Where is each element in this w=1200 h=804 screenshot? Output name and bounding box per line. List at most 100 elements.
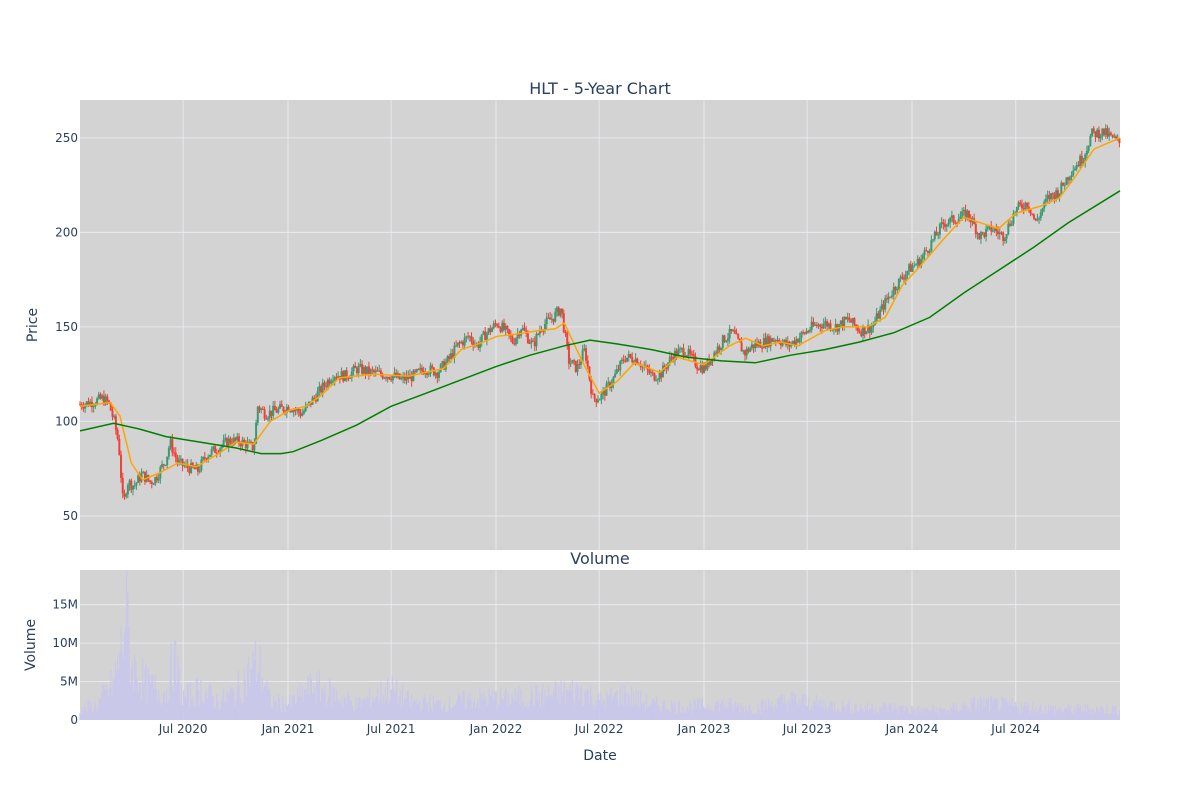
candle-body bbox=[352, 365, 355, 372]
candle-body bbox=[675, 350, 678, 357]
volume-bar bbox=[944, 708, 946, 720]
volume-bar bbox=[233, 689, 235, 720]
candle-body bbox=[704, 365, 707, 370]
volume-bar bbox=[89, 708, 91, 720]
candle-body bbox=[579, 361, 582, 365]
candle-body bbox=[196, 464, 199, 472]
candle-body bbox=[696, 366, 699, 370]
volume-bar bbox=[496, 709, 498, 720]
volume-bar bbox=[1080, 705, 1082, 720]
volume-bar bbox=[405, 698, 407, 720]
candle-body bbox=[617, 369, 620, 371]
volume-bar bbox=[570, 690, 572, 720]
candle-body bbox=[983, 232, 986, 237]
candle-body bbox=[993, 228, 996, 231]
candle-body bbox=[761, 347, 764, 349]
candle-body bbox=[990, 225, 993, 232]
volume-bar bbox=[183, 690, 185, 720]
candle-body bbox=[793, 340, 796, 345]
volume-bar bbox=[413, 699, 415, 720]
volume-bar bbox=[607, 694, 609, 720]
volume-bar bbox=[894, 702, 896, 720]
volume-bar bbox=[735, 707, 738, 720]
volume-bar bbox=[677, 701, 679, 720]
candle-body bbox=[598, 399, 601, 401]
candle-body bbox=[1012, 213, 1015, 224]
volume-bar bbox=[841, 699, 844, 720]
volume-bar bbox=[1082, 709, 1084, 720]
volume-bar bbox=[497, 703, 499, 720]
candle-body bbox=[595, 398, 598, 403]
candle-body bbox=[554, 311, 557, 322]
candle-body bbox=[957, 219, 960, 224]
volume-bar bbox=[788, 699, 790, 720]
candle-body bbox=[897, 278, 900, 289]
volume-bar bbox=[676, 713, 678, 720]
volume-bar bbox=[253, 659, 255, 720]
volume-bar bbox=[1019, 713, 1021, 720]
volume-bar bbox=[442, 706, 445, 720]
volume-bar bbox=[854, 704, 856, 720]
volume-bar bbox=[150, 683, 152, 720]
volume-bar bbox=[354, 710, 356, 720]
volume-bar bbox=[747, 712, 749, 720]
volume-bar bbox=[461, 703, 463, 720]
candle-body bbox=[1094, 131, 1097, 138]
volume-bar bbox=[143, 683, 145, 720]
volume-bar bbox=[675, 712, 677, 720]
candle-body bbox=[867, 325, 870, 332]
candle-body bbox=[853, 318, 856, 325]
volume-bar bbox=[963, 705, 966, 720]
volume-bar bbox=[562, 692, 564, 720]
volume-bar bbox=[848, 699, 850, 720]
candle-body bbox=[559, 308, 562, 316]
volume-bar bbox=[514, 688, 516, 720]
candle-body bbox=[773, 340, 776, 342]
candle-body bbox=[229, 438, 232, 443]
price-axis-title: Price bbox=[25, 308, 41, 342]
volume-bar bbox=[995, 698, 997, 720]
moving-average-short-line bbox=[79, 137, 1121, 481]
candle-body bbox=[82, 407, 85, 409]
candle-body bbox=[920, 259, 923, 267]
candle-body bbox=[198, 470, 201, 472]
volume-bar bbox=[652, 698, 654, 720]
candle-body bbox=[456, 342, 459, 346]
candle-body bbox=[701, 365, 704, 373]
candle-body bbox=[752, 344, 755, 349]
volume-bar bbox=[159, 698, 161, 720]
candle-body bbox=[680, 348, 683, 350]
volume-bar bbox=[520, 689, 522, 720]
candle-body bbox=[1058, 193, 1061, 198]
volume-bar bbox=[1015, 702, 1017, 720]
volume-bar bbox=[324, 685, 326, 720]
candle-body bbox=[561, 308, 564, 314]
volume-bar bbox=[613, 693, 616, 720]
volume-bar bbox=[250, 668, 252, 720]
volume-bar bbox=[901, 705, 903, 720]
candle-body bbox=[120, 454, 123, 478]
candle-body bbox=[436, 372, 439, 378]
volume-bar bbox=[471, 709, 473, 720]
candle-body bbox=[906, 271, 909, 275]
volume-bar bbox=[978, 708, 980, 720]
candle-body bbox=[1034, 218, 1037, 221]
volume-bar bbox=[490, 696, 493, 720]
price-plot-area bbox=[80, 100, 1120, 550]
volume-bar bbox=[397, 703, 399, 720]
candle-body bbox=[393, 372, 396, 376]
candle-body bbox=[979, 232, 982, 239]
volume-bar bbox=[727, 702, 730, 720]
volume-bar bbox=[169, 654, 171, 720]
volume-bar bbox=[904, 710, 906, 720]
volume-bar bbox=[444, 703, 446, 720]
volume-bar bbox=[754, 713, 756, 720]
volume-bar bbox=[420, 711, 422, 720]
volume-bar bbox=[161, 702, 163, 720]
volume-bar bbox=[506, 707, 508, 720]
volume-bar bbox=[960, 709, 962, 720]
candle-body bbox=[1084, 154, 1087, 162]
volume-bar bbox=[299, 682, 301, 720]
volume-bar bbox=[967, 709, 969, 720]
volume-bar bbox=[476, 703, 478, 720]
